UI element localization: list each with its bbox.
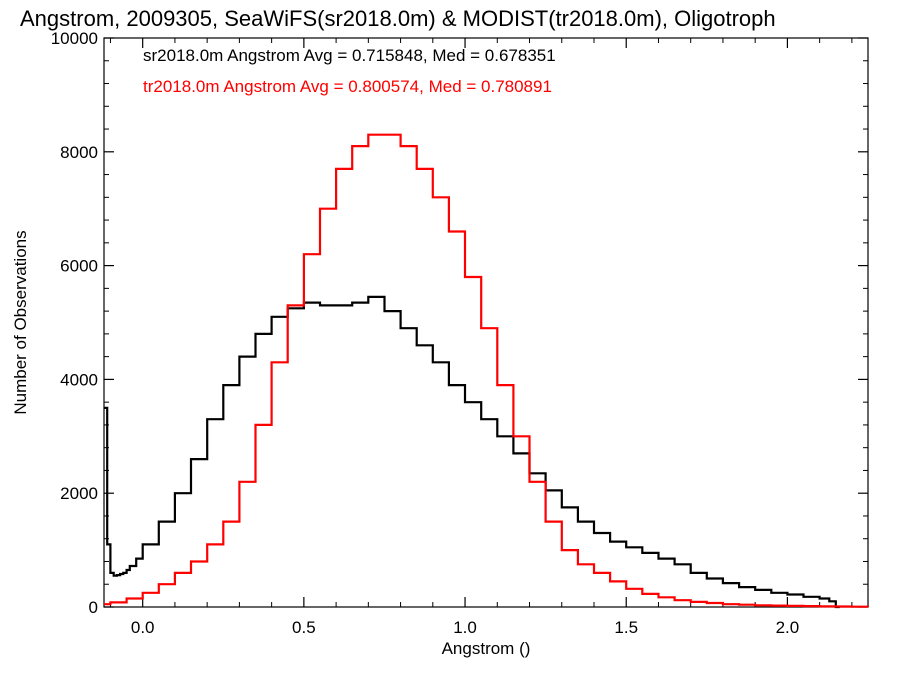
series-layer xyxy=(104,133,870,609)
annotation-sr-stats: sr2018.0m Angstrom Avg = 0.715848, Med =… xyxy=(143,46,556,65)
y-tick-label: 0 xyxy=(89,598,98,617)
chart-title: Angstrom, 2009305, SeaWiFS(sr2018.0m) & … xyxy=(20,6,776,31)
y-axis-label: Number of Observations xyxy=(11,230,30,414)
x-tick-label: 1.5 xyxy=(614,618,638,637)
y-tick-label: 2000 xyxy=(60,484,98,503)
y-axis: 0 2000 4000 6000 8000 10000 xyxy=(51,29,868,617)
x-tick-label: 2.0 xyxy=(776,618,800,637)
plot-frame xyxy=(103,37,869,608)
x-tick-label: 0.0 xyxy=(131,618,155,637)
x-axis: 0.0 0.5 1.0 1.5 2.0 xyxy=(109,38,853,637)
y-tick-label: 8000 xyxy=(60,143,98,162)
x-tick-label: 0.5 xyxy=(292,618,316,637)
series-line-sr2018 xyxy=(104,295,840,609)
series-line-tr2018 xyxy=(104,133,870,608)
y-tick-label: 6000 xyxy=(60,257,98,276)
y-tick-label: 10000 xyxy=(51,29,98,48)
annotation-tr-stats: tr2018.0m Angstrom Avg = 0.800574, Med =… xyxy=(143,77,552,96)
y-tick-label: 4000 xyxy=(60,370,98,389)
x-axis-label: Angstrom () xyxy=(442,639,531,658)
x-tick-label: 1.0 xyxy=(453,618,477,637)
